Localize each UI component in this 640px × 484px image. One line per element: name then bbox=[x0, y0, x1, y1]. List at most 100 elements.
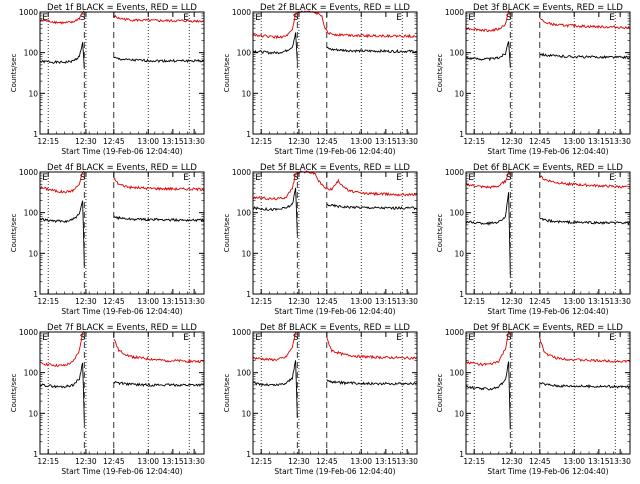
lld-series-line bbox=[113, 14, 205, 23]
x-tick-label: 13:00 bbox=[350, 137, 372, 146]
x-tick-label: 13:00 bbox=[137, 137, 159, 146]
x-tick-label: 12:30 bbox=[288, 297, 310, 306]
lld-series-line bbox=[465, 9, 511, 33]
events-series-line bbox=[39, 200, 85, 266]
x-tick-label: 12:15 bbox=[463, 457, 485, 466]
x-axis-label: Start Time (19-Feb-06 12:04:40) bbox=[274, 147, 395, 156]
plot-frame bbox=[39, 331, 205, 455]
x-tick-label: 13:00 bbox=[137, 457, 159, 466]
e-marker-label: E bbox=[609, 173, 615, 183]
s-marker-label: S bbox=[293, 13, 299, 23]
x-tick-label: 13:00 bbox=[137, 297, 159, 306]
panel-title: Det 5f BLACK = Events, RED = LLD bbox=[260, 163, 410, 173]
y-tick-label: 100 bbox=[450, 369, 465, 378]
x-tick-label: 12:45 bbox=[529, 457, 551, 466]
y-tick-label: 1000 bbox=[445, 328, 464, 337]
e-marker-label: E bbox=[42, 333, 48, 343]
x-tick-label: 12:15 bbox=[250, 297, 272, 306]
panel-title: Det 9f BLACK = Events, RED = LLD bbox=[473, 323, 623, 333]
x-tick-label: 12:45 bbox=[103, 137, 125, 146]
y-tick-label: 1000 bbox=[19, 328, 38, 337]
y-tick-label: 1000 bbox=[232, 328, 251, 337]
y-tick-label: 1000 bbox=[232, 8, 251, 17]
events-series-line bbox=[539, 52, 631, 60]
e-marker-label: E bbox=[396, 13, 402, 23]
x-tick-label: 13:15 bbox=[588, 297, 610, 306]
events-series-line bbox=[326, 46, 417, 54]
x-tick-label: 12:45 bbox=[529, 137, 551, 146]
x-tick-label: 12:30 bbox=[501, 457, 523, 466]
x-tick-label: 12:45 bbox=[103, 457, 125, 466]
x-tick-label: 12:15 bbox=[463, 297, 485, 306]
s-marker-label: S bbox=[80, 333, 86, 343]
x-tick-label: 13:15 bbox=[375, 457, 397, 466]
y-axis-label: Counts/sec bbox=[223, 374, 231, 413]
events-series-line bbox=[539, 217, 631, 226]
x-tick-label: 13:15 bbox=[162, 457, 184, 466]
x-tick-label: 12:45 bbox=[103, 297, 125, 306]
y-tick-label: 100 bbox=[450, 209, 465, 218]
y-tick-label: 1000 bbox=[19, 8, 38, 17]
x-tick-label: 12:30 bbox=[75, 137, 97, 146]
y-tick-label: 100 bbox=[24, 49, 39, 58]
y-tick-label: 10 bbox=[28, 249, 38, 258]
y-tick-label: 10 bbox=[241, 249, 251, 258]
plot-frame bbox=[252, 11, 418, 135]
x-tick-label: 12:45 bbox=[529, 297, 551, 306]
plot-frame bbox=[252, 171, 418, 295]
x-tick-label: 13:30 bbox=[396, 137, 418, 146]
e-marker-label: E bbox=[183, 333, 189, 343]
x-tick-label: 13:30 bbox=[183, 297, 205, 306]
events-series-line bbox=[252, 187, 298, 234]
e-marker-label: E bbox=[609, 13, 615, 23]
x-tick-label: 12:15 bbox=[37, 297, 59, 306]
x-tick-label: 13:30 bbox=[609, 137, 631, 146]
lld-series-line bbox=[465, 330, 511, 367]
events-series-line bbox=[113, 56, 205, 64]
e-marker-label: E bbox=[42, 13, 48, 23]
y-tick-label: 100 bbox=[24, 369, 39, 378]
e-marker-label: E bbox=[255, 333, 261, 343]
y-tick-label: 1 bbox=[459, 130, 464, 139]
x-tick-label: 12:30 bbox=[501, 137, 523, 146]
x-tick-label: 12:15 bbox=[37, 137, 59, 146]
x-tick-label: 13:15 bbox=[375, 297, 397, 306]
x-tick-label: 13:30 bbox=[183, 457, 205, 466]
panel-title: Det 4f BLACK = Events, RED = LLD bbox=[47, 163, 197, 173]
x-tick-label: 12:15 bbox=[250, 137, 272, 146]
y-axis-label: Counts/sec bbox=[10, 214, 18, 253]
events-series-line bbox=[539, 382, 631, 389]
e-marker-label: E bbox=[183, 173, 189, 183]
lld-series-line bbox=[252, 10, 418, 40]
s-marker-label: S bbox=[293, 173, 299, 183]
x-axis-label: Start Time (19-Feb-06 12:04:40) bbox=[61, 467, 182, 476]
events-series-line bbox=[465, 192, 511, 275]
y-axis-label: Counts/sec bbox=[436, 374, 444, 413]
y-tick-label: 1000 bbox=[445, 168, 464, 177]
x-tick-label: 13:00 bbox=[350, 297, 372, 306]
lld-series-line bbox=[539, 175, 631, 189]
e-marker-label: E bbox=[42, 173, 48, 183]
lld-series-line bbox=[539, 337, 631, 363]
x-tick-label: 12:15 bbox=[463, 137, 485, 146]
x-tick-label: 13:00 bbox=[563, 137, 585, 146]
x-axis-label: Start Time (19-Feb-06 12:04:40) bbox=[61, 147, 182, 156]
y-tick-label: 100 bbox=[24, 209, 39, 218]
y-tick-label: 10 bbox=[28, 89, 38, 98]
x-tick-label: 13:30 bbox=[396, 457, 418, 466]
s-marker-label: S bbox=[80, 173, 86, 183]
x-axis-label: Start Time (19-Feb-06 12:04:40) bbox=[61, 307, 182, 316]
x-tick-label: 13:30 bbox=[183, 137, 205, 146]
lld-series-line bbox=[113, 177, 205, 192]
events-series-line bbox=[326, 379, 418, 386]
panel-title: Det 7f BLACK = Events, RED = LLD bbox=[47, 323, 197, 333]
lld-series-line bbox=[326, 337, 418, 360]
events-series-line bbox=[253, 360, 298, 418]
events-series-line bbox=[39, 362, 85, 423]
